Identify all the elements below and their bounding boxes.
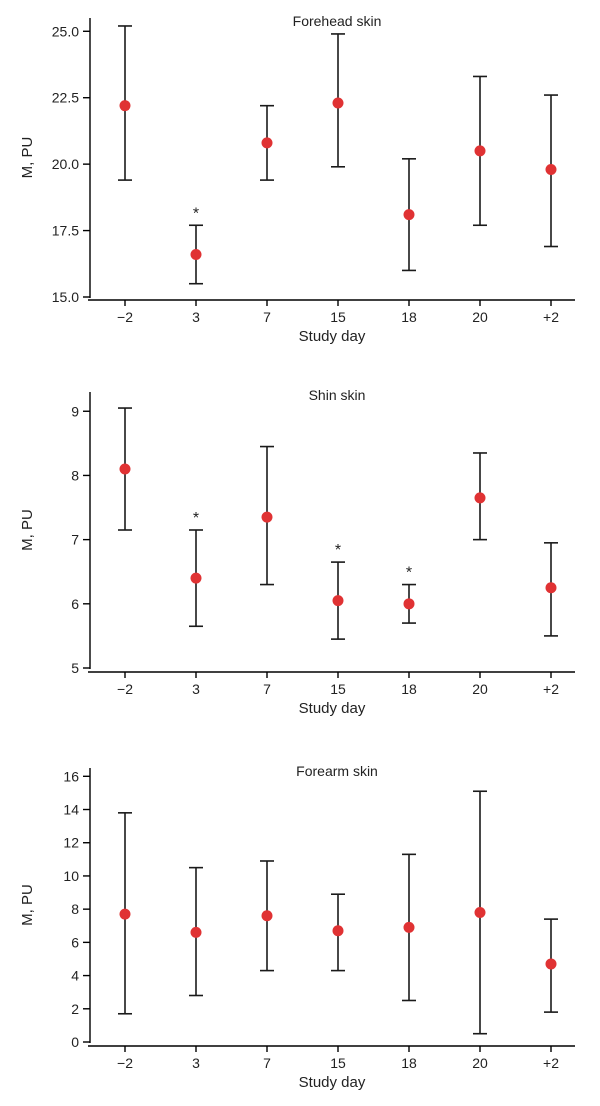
x-tick-label: 7 [263, 681, 271, 697]
panel-title: Forearm skin [296, 763, 378, 779]
y-tick-label: 8 [71, 467, 79, 483]
y-tick-label: 10 [63, 868, 79, 884]
x-tick-label: 20 [472, 681, 488, 697]
y-tick-label: 22.5 [52, 90, 79, 106]
data-point-day-18 [403, 209, 415, 221]
y-axis-title: M, PU [19, 509, 36, 551]
data-point-day-3 [190, 926, 202, 938]
data-point-day-7 [261, 511, 273, 523]
significance-star: * [193, 205, 199, 222]
y-tick-label: 15.0 [52, 289, 79, 305]
data-point-day-20 [474, 906, 486, 918]
panel-title: Forehead skin [293, 13, 382, 29]
x-tick-label: 7 [263, 309, 271, 325]
chart-panel-3: 0 2 4 6 8 10 12 14 16 −2 3 7 15 18 20 +2 Study day M, PU F… [19, 763, 575, 1091]
data-point-day-18 [403, 921, 415, 933]
data-point-day-3 [190, 248, 202, 260]
data-point-day-p2 [545, 582, 557, 594]
data-point-day-7 [261, 137, 273, 149]
x-tick-label: −2 [117, 309, 133, 325]
y-tick-label: 0 [71, 1034, 79, 1050]
x-tick-label: 3 [192, 1055, 200, 1071]
y-tick-label: 14 [63, 802, 79, 818]
x-axis-title: Study day [299, 328, 366, 345]
x-tick-label: 15 [330, 681, 346, 697]
x-tick-label: 3 [192, 309, 200, 325]
x-axis-title: Study day [299, 700, 366, 717]
x-tick-label: 18 [401, 309, 417, 325]
x-tick-label: 3 [192, 681, 200, 697]
x-tick-label: 20 [472, 1055, 488, 1071]
data-point-day-p2 [545, 163, 557, 175]
x-tick-label: 15 [330, 309, 346, 325]
data-point-day-15 [332, 925, 344, 937]
y-tick-label: 4 [71, 968, 79, 984]
x-tick-label: +2 [543, 309, 559, 325]
x-tick-label: 20 [472, 309, 488, 325]
data-point-day-p2 [545, 958, 557, 970]
y-tick-label: 12 [63, 835, 79, 851]
data-point-day-15 [332, 97, 344, 109]
y-tick-label: 17.5 [52, 223, 79, 239]
data-point-day-3 [190, 572, 202, 584]
y-axis-title: M, PU [19, 137, 36, 179]
y-tick-label: 2 [71, 1001, 79, 1017]
x-tick-label: 15 [330, 1055, 346, 1071]
y-tick-label: 9 [71, 403, 79, 419]
data-point-day-m2 [119, 100, 131, 112]
significance-star: * [335, 542, 341, 559]
y-axis-title: M, PU [19, 884, 36, 926]
chart-panel-1: 15.0 17.5 20.0 22.5 25.0 −2 3 7 15 18 20 +2 Study da… [19, 13, 575, 345]
data-point-day-m2 [119, 908, 131, 920]
x-tick-label: 18 [401, 681, 417, 697]
x-tick-label: −2 [117, 1055, 133, 1071]
y-tick-label: 20.0 [52, 156, 79, 172]
y-tick-label: 6 [71, 596, 79, 612]
panel-title: Shin skin [309, 387, 366, 403]
data-point-day-7 [261, 910, 273, 922]
x-tick-label: 18 [401, 1055, 417, 1071]
y-tick-label: 16 [63, 768, 79, 784]
y-tick-label: 5 [71, 660, 79, 676]
x-axis-title: Study day [299, 1074, 366, 1091]
x-tick-label: −2 [117, 681, 133, 697]
chart-panel-2: 5 6 7 8 9 −2 3 7 15 18 20 +2 Study day M, PU Shin skin… [19, 387, 575, 717]
y-tick-label: 25.0 [52, 23, 79, 39]
data-point-day-18 [403, 598, 415, 610]
significance-star: * [193, 510, 199, 527]
significance-star: * [406, 565, 412, 582]
data-point-day-20 [474, 145, 486, 157]
data-point-day-20 [474, 492, 486, 504]
x-tick-label: 7 [263, 1055, 271, 1071]
y-tick-label: 7 [71, 532, 79, 548]
y-tick-label: 6 [71, 934, 79, 950]
y-tick-label: 8 [71, 901, 79, 917]
data-point-day-15 [332, 595, 344, 607]
data-point-day-m2 [119, 463, 131, 475]
x-tick-label: +2 [543, 681, 559, 697]
x-tick-label: +2 [543, 1055, 559, 1071]
